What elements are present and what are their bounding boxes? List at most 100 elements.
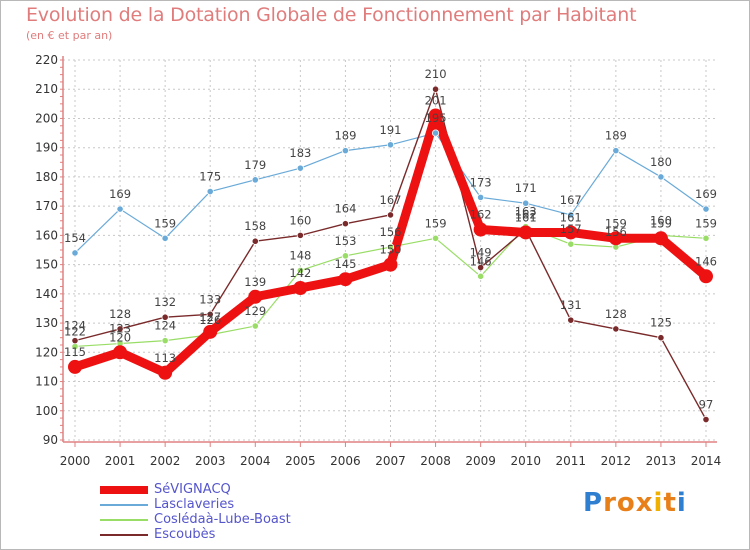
data-label: 195 (425, 111, 447, 125)
data-label: 156 (380, 225, 402, 239)
data-point (116, 205, 124, 213)
data-label: 159 (154, 216, 176, 230)
x-tick-label: 2003 (195, 454, 226, 468)
legend-label: SéVIGNACQ (154, 482, 231, 497)
data-label: 122 (64, 324, 86, 338)
x-tick-label: 2010 (510, 454, 541, 468)
data-label: 153 (334, 234, 356, 248)
data-label: 180 (650, 155, 672, 169)
y-tick-label: 140 (35, 287, 58, 301)
data-label: 161 (515, 210, 537, 224)
data-point (251, 322, 259, 330)
data-point (428, 108, 443, 123)
data-label: 156 (605, 225, 627, 239)
data-point (567, 211, 575, 219)
data-label: 159 (695, 216, 717, 230)
y-tick-label: 160 (35, 228, 58, 242)
data-label: 163 (515, 205, 537, 219)
data-point (161, 337, 169, 345)
data-point (338, 272, 353, 287)
data-point (206, 310, 214, 318)
x-tick-label: 2005 (285, 454, 316, 468)
data-label: 145 (334, 257, 356, 271)
data-point (702, 415, 710, 424)
data-label: 97 (699, 398, 714, 412)
y-tick-label: 190 (35, 141, 58, 155)
proxiti-logo: Proxiti (583, 488, 687, 518)
data-label: 175 (199, 170, 221, 184)
logo-letter: r (603, 488, 617, 518)
data-label: 125 (650, 316, 672, 330)
data-label: 123 (109, 322, 131, 336)
data-point (657, 334, 665, 342)
x-tick-label: 2014 (691, 454, 722, 468)
data-point (71, 337, 79, 345)
x-tick-label: 2002 (150, 454, 181, 468)
data-point (383, 257, 398, 272)
x-tick-label: 2006 (330, 454, 361, 468)
data-point (612, 325, 620, 333)
chart-title: Evolution de la Dotation Globale de Fonc… (26, 4, 637, 26)
data-point (386, 243, 395, 251)
y-tick-label: 180 (35, 170, 58, 184)
data-label: 150 (380, 243, 402, 257)
logo-letter: P (583, 488, 604, 518)
data-point (341, 147, 350, 155)
data-label: 132 (154, 295, 176, 309)
x-tick-label: 2007 (375, 454, 406, 468)
data-point (251, 237, 259, 245)
y-tick-label: 120 (35, 345, 58, 359)
data-point (518, 225, 533, 240)
data-point (158, 365, 173, 380)
data-label: 139 (244, 275, 266, 289)
data-point (113, 345, 128, 360)
y-tick-label: 110 (35, 375, 58, 389)
data-label: 179 (244, 158, 266, 172)
data-label: 142 (289, 266, 311, 280)
data-label: 127 (199, 310, 221, 324)
data-label: 201 (425, 94, 447, 108)
x-tick-label: 2001 (105, 454, 136, 468)
data-point (657, 173, 665, 181)
y-tick-label: 150 (35, 258, 58, 272)
data-point (702, 234, 710, 242)
logo-letter: i (653, 488, 664, 518)
logo-letter: i (676, 488, 687, 518)
data-point (477, 193, 485, 201)
data-label: 124 (154, 319, 176, 333)
data-label: 160 (289, 213, 311, 227)
data-point (71, 249, 79, 257)
data-label: 162 (515, 208, 537, 222)
data-point (608, 231, 623, 246)
data-label: 128 (605, 307, 627, 321)
data-label: 149 (470, 246, 492, 260)
data-label: 133 (199, 292, 221, 306)
x-tick-label: 2009 (465, 454, 496, 468)
y-tick-label: 130 (35, 316, 58, 330)
legend-swatch (100, 504, 148, 506)
data-label: 161 (560, 210, 582, 224)
legend-label: Escoubès (154, 527, 216, 542)
data-point (161, 234, 169, 242)
data-point (386, 141, 395, 149)
data-label: 159 (605, 216, 627, 230)
y-tick-label: 90 (43, 433, 58, 447)
data-label: 148 (289, 248, 311, 262)
data-label: 162 (470, 208, 492, 222)
data-point (341, 252, 350, 260)
x-tick-label: 2011 (556, 454, 587, 468)
data-point (386, 211, 395, 219)
data-point (203, 324, 218, 339)
data-label: 189 (605, 129, 627, 143)
data-point (473, 222, 488, 237)
data-point (431, 85, 440, 93)
data-point (431, 234, 440, 242)
data-point (477, 263, 485, 272)
data-label: 115 (64, 345, 86, 359)
x-tick-label: 2012 (601, 454, 632, 468)
data-label: 171 (515, 181, 537, 195)
data-point (296, 266, 304, 275)
data-point (296, 164, 304, 172)
data-label: 191 (380, 123, 402, 137)
